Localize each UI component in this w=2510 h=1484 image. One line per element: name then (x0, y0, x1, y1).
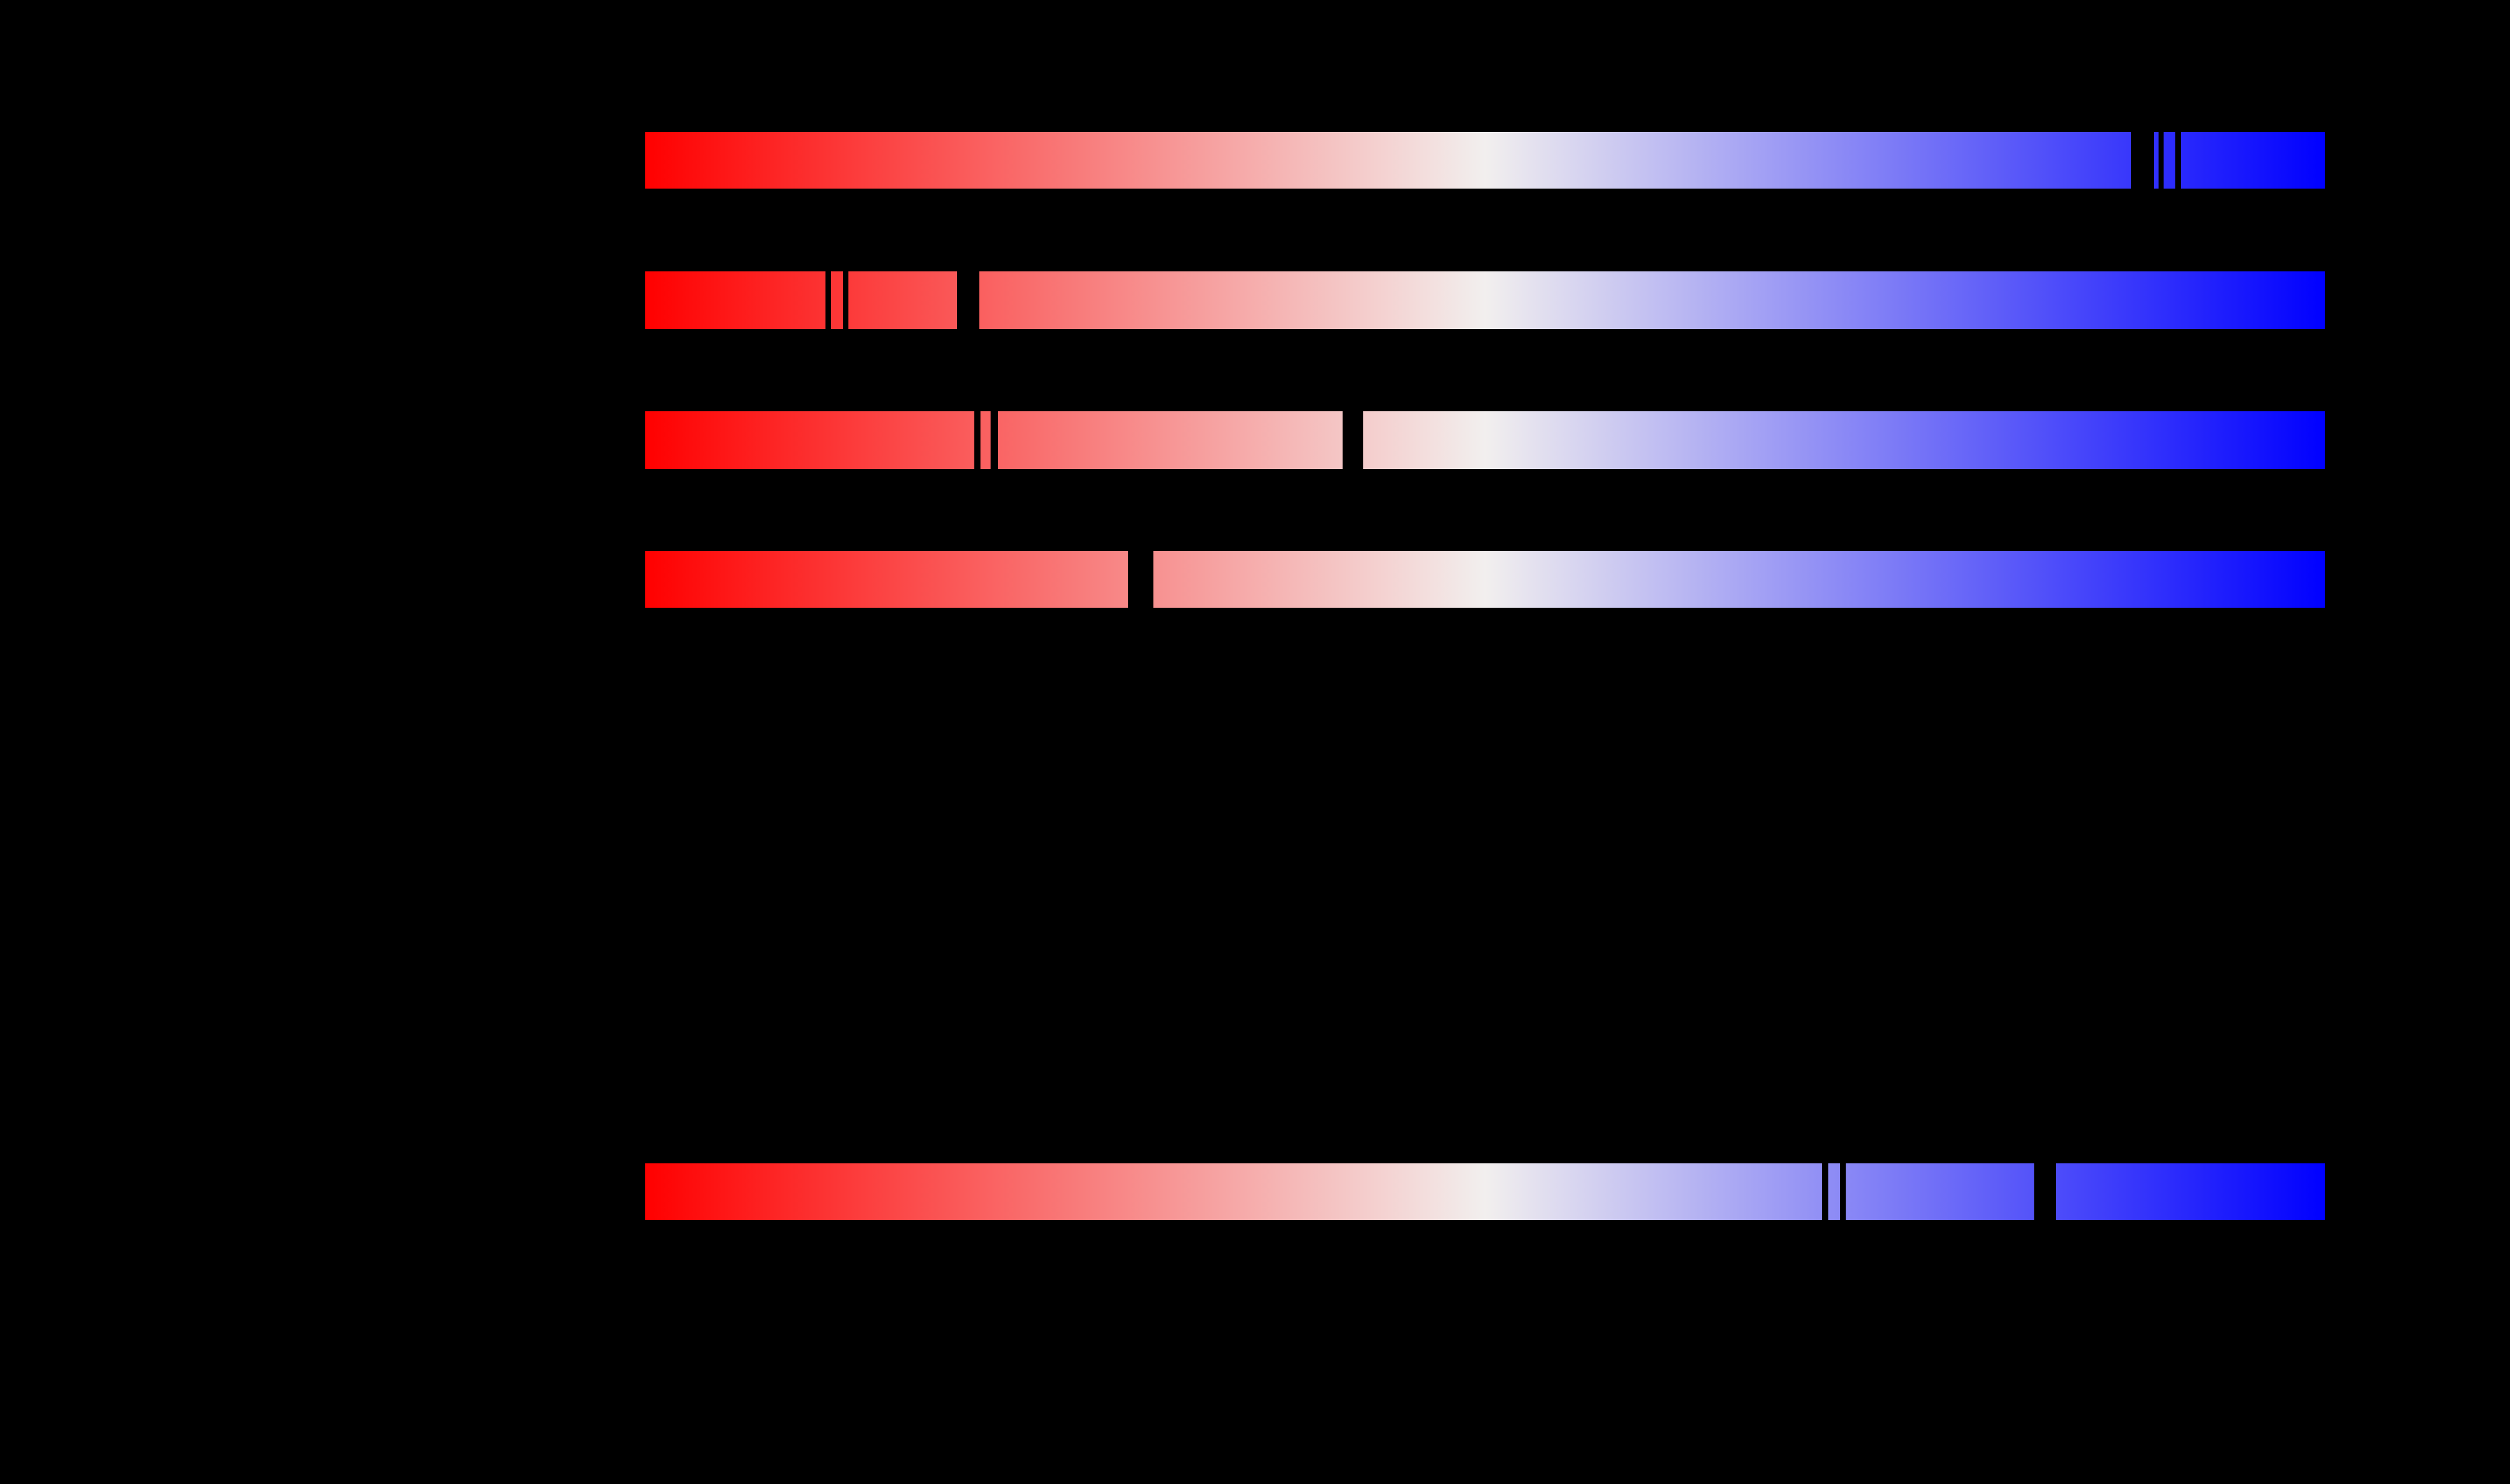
marker-line-thick (957, 271, 979, 329)
marker-line-thin (1840, 1163, 1846, 1220)
marker-line-thin (1822, 1163, 1828, 1220)
gradient-strip-row-5 (645, 1163, 2325, 1220)
gradient-strip-row-4 (645, 551, 2325, 608)
marker-line-thin (843, 271, 848, 329)
marker-line-thick (2034, 1163, 2056, 1220)
marker-line-thin (2159, 132, 2164, 189)
marker-line-thick (2131, 132, 2154, 189)
gradient-strip-row-2 (645, 271, 2325, 329)
marker-line-thin (991, 411, 998, 469)
marker-line-thin (825, 271, 831, 329)
gradient-strip-row-3 (645, 411, 2325, 469)
marker-line-thick (1343, 411, 1363, 469)
marker-line-thin (2175, 132, 2181, 189)
gradient-strip-row-1 (645, 132, 2325, 189)
marker-line-thin (974, 411, 980, 469)
marker-line-thick (1128, 551, 1153, 608)
